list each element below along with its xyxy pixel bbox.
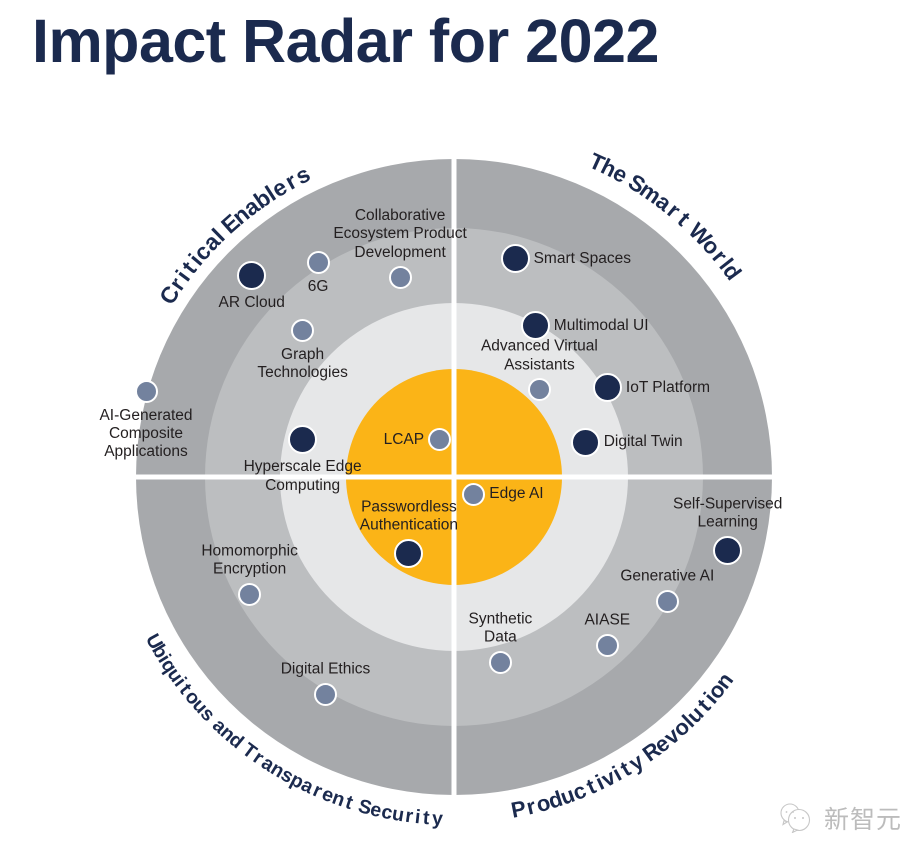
svg-text:u: u xyxy=(390,803,405,827)
svg-text:r: r xyxy=(404,805,415,828)
svg-text:y: y xyxy=(432,808,444,831)
svg-text:i: i xyxy=(414,806,422,828)
svg-text:t: t xyxy=(422,807,431,829)
